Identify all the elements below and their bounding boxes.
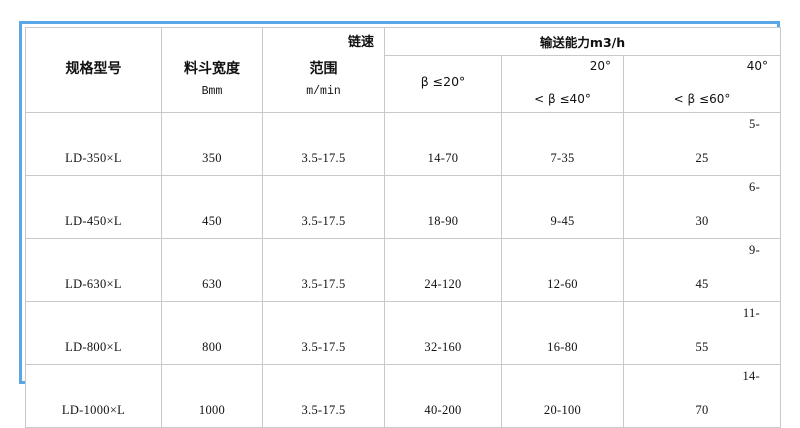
- cell-capacity-60-first: 9-: [749, 243, 761, 257]
- specification-table: 规格型号 料斗宽度 Bmm 链速 范围 m/min 输送能力m3/h β ≤20…: [25, 27, 782, 428]
- header-angle-col-3-upper: 40°: [746, 59, 769, 73]
- cell-capacity-60-first: 5-: [749, 117, 761, 131]
- header-chain-speed-range-title: 范围: [309, 61, 338, 77]
- header-chain-speed-unit: m/min: [306, 85, 341, 98]
- header-model-title: 规格型号: [65, 61, 122, 77]
- cell-capacity-60-first: 14-: [742, 369, 761, 383]
- cell-capacity-60: 14- 70: [622, 364, 782, 428]
- cell-chain-speed: 3.5-17.5: [262, 112, 385, 176]
- cell-chain-speed: 3.5-17.5: [262, 364, 385, 428]
- table-row: LD-450×L 450 3.5-17.5 18-90 9-45 6- 30: [25, 175, 782, 239]
- header-angle-col-2: 20° < β ≤40°: [501, 55, 624, 113]
- cell-capacity-40: 20-100: [501, 364, 624, 428]
- cell-hopper-width: 630: [161, 238, 263, 302]
- cell-capacity-60-second: 30: [695, 214, 709, 228]
- header-cell-hopper-width: 料斗宽度 Bmm: [161, 27, 263, 113]
- cell-capacity-60-second: 55: [695, 340, 709, 354]
- cell-capacity-60-second: 70: [695, 403, 709, 417]
- cell-hopper-width: 1000: [161, 364, 263, 428]
- cell-model: LD-350×L: [25, 112, 162, 176]
- header-angle-col-2-lower: < β ≤40°: [534, 92, 591, 106]
- header-hopper-width-unit: Bmm: [201, 85, 223, 98]
- header-group-conveying-capacity: 输送能力m3/h: [383, 27, 782, 56]
- cell-chain-speed: 3.5-17.5: [262, 175, 385, 239]
- cell-capacity-40: 7-35: [501, 112, 624, 176]
- cell-capacity-60-second: 25: [695, 151, 709, 165]
- header-hopper-width-title: 料斗宽度: [184, 61, 240, 77]
- cell-capacity-60-first: 6-: [749, 180, 761, 194]
- cell-hopper-width: 800: [161, 301, 263, 365]
- cell-capacity-20: 32-160: [384, 301, 502, 365]
- header-angle-col-1: β ≤20°: [384, 55, 502, 113]
- cell-capacity-60: 9- 45: [622, 238, 782, 302]
- table-row: LD-800×L 800 3.5-17.5 32-160 16-80 11- 5…: [25, 301, 782, 365]
- cell-capacity-20: 24-120: [384, 238, 502, 302]
- cell-capacity-60: 11- 55: [622, 301, 782, 365]
- table-row: LD-1000×L 1000 3.5-17.5 40-200 20-100 14…: [25, 364, 782, 428]
- cell-capacity-60: 6- 30: [622, 175, 782, 239]
- cell-hopper-width: 350: [161, 112, 263, 176]
- cell-capacity-60: 5- 25: [622, 112, 782, 176]
- cell-model: LD-630×L: [25, 238, 162, 302]
- cell-capacity-40: 16-80: [501, 301, 624, 365]
- cell-chain-speed: 3.5-17.5: [262, 238, 385, 302]
- header-angle-col-2-upper: 20°: [589, 59, 611, 73]
- header-angle-col-3: 40° < β ≤60°: [622, 55, 782, 113]
- header-angle-col-3-lower: < β ≤60°: [673, 92, 731, 106]
- cell-chain-speed: 3.5-17.5: [262, 301, 385, 365]
- spec-table-frame: 规格型号 料斗宽度 Bmm 链速 范围 m/min 输送能力m3/h β ≤20…: [19, 21, 782, 428]
- cell-model: LD-450×L: [25, 175, 162, 239]
- header-row-angles: β ≤20° 20° < β ≤40° 40° < β ≤60°: [26, 55, 782, 113]
- cell-model: LD-1000×L: [25, 364, 162, 428]
- cell-capacity-40: 12-60: [501, 238, 624, 302]
- cell-capacity-60-second: 45: [695, 277, 709, 291]
- cell-capacity-40: 9-45: [501, 175, 624, 239]
- cell-model: LD-800×L: [25, 301, 162, 365]
- header-cell-chain-speed: 链速 范围 m/min: [262, 27, 385, 113]
- cell-hopper-width: 450: [161, 175, 263, 239]
- table-row: LD-630×L 630 3.5-17.5 24-120 12-60 9- 45: [25, 238, 782, 302]
- cell-capacity-20: 40-200: [384, 364, 502, 428]
- table-row: LD-350×L 350 3.5-17.5 14-70 7-35 5- 25: [25, 112, 782, 176]
- cell-capacity-20: 14-70: [384, 112, 502, 176]
- header-chain-speed-label: 链速: [347, 35, 374, 50]
- header-row-top: 规格型号 料斗宽度 Bmm 链速 范围 m/min 输送能力m3/h: [25, 27, 782, 113]
- header-cell-model: 规格型号: [25, 27, 162, 113]
- cell-capacity-60-first: 11-: [742, 306, 761, 320]
- cell-capacity-20: 18-90: [384, 175, 502, 239]
